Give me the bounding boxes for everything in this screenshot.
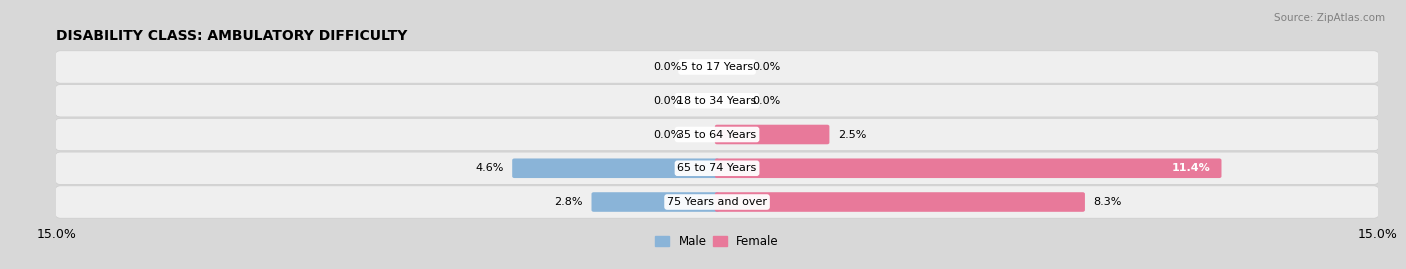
Text: 0.0%: 0.0%: [752, 96, 780, 106]
Text: 0.0%: 0.0%: [654, 62, 682, 72]
Text: 5 to 17 Years: 5 to 17 Years: [681, 62, 754, 72]
Text: 0.0%: 0.0%: [752, 62, 780, 72]
Text: 4.6%: 4.6%: [475, 163, 503, 173]
Text: 2.8%: 2.8%: [554, 197, 582, 207]
Text: 35 to 64 Years: 35 to 64 Years: [678, 129, 756, 140]
FancyBboxPatch shape: [592, 192, 720, 212]
FancyBboxPatch shape: [55, 186, 1379, 218]
Text: 11.4%: 11.4%: [1171, 163, 1211, 173]
FancyBboxPatch shape: [714, 192, 1085, 212]
Text: 0.0%: 0.0%: [654, 129, 682, 140]
FancyBboxPatch shape: [714, 158, 1222, 178]
Text: 75 Years and over: 75 Years and over: [666, 197, 768, 207]
Text: 18 to 34 Years: 18 to 34 Years: [678, 96, 756, 106]
FancyBboxPatch shape: [512, 158, 720, 178]
Text: DISABILITY CLASS: AMBULATORY DIFFICULTY: DISABILITY CLASS: AMBULATORY DIFFICULTY: [56, 29, 408, 43]
FancyBboxPatch shape: [55, 152, 1379, 185]
Text: 65 to 74 Years: 65 to 74 Years: [678, 163, 756, 173]
FancyBboxPatch shape: [55, 118, 1379, 151]
FancyBboxPatch shape: [55, 51, 1379, 83]
Text: 0.0%: 0.0%: [654, 96, 682, 106]
Text: Source: ZipAtlas.com: Source: ZipAtlas.com: [1274, 13, 1385, 23]
FancyBboxPatch shape: [714, 125, 830, 144]
Text: 8.3%: 8.3%: [1094, 197, 1122, 207]
Legend: Male, Female: Male, Female: [651, 230, 783, 253]
Text: 2.5%: 2.5%: [838, 129, 866, 140]
FancyBboxPatch shape: [55, 84, 1379, 117]
